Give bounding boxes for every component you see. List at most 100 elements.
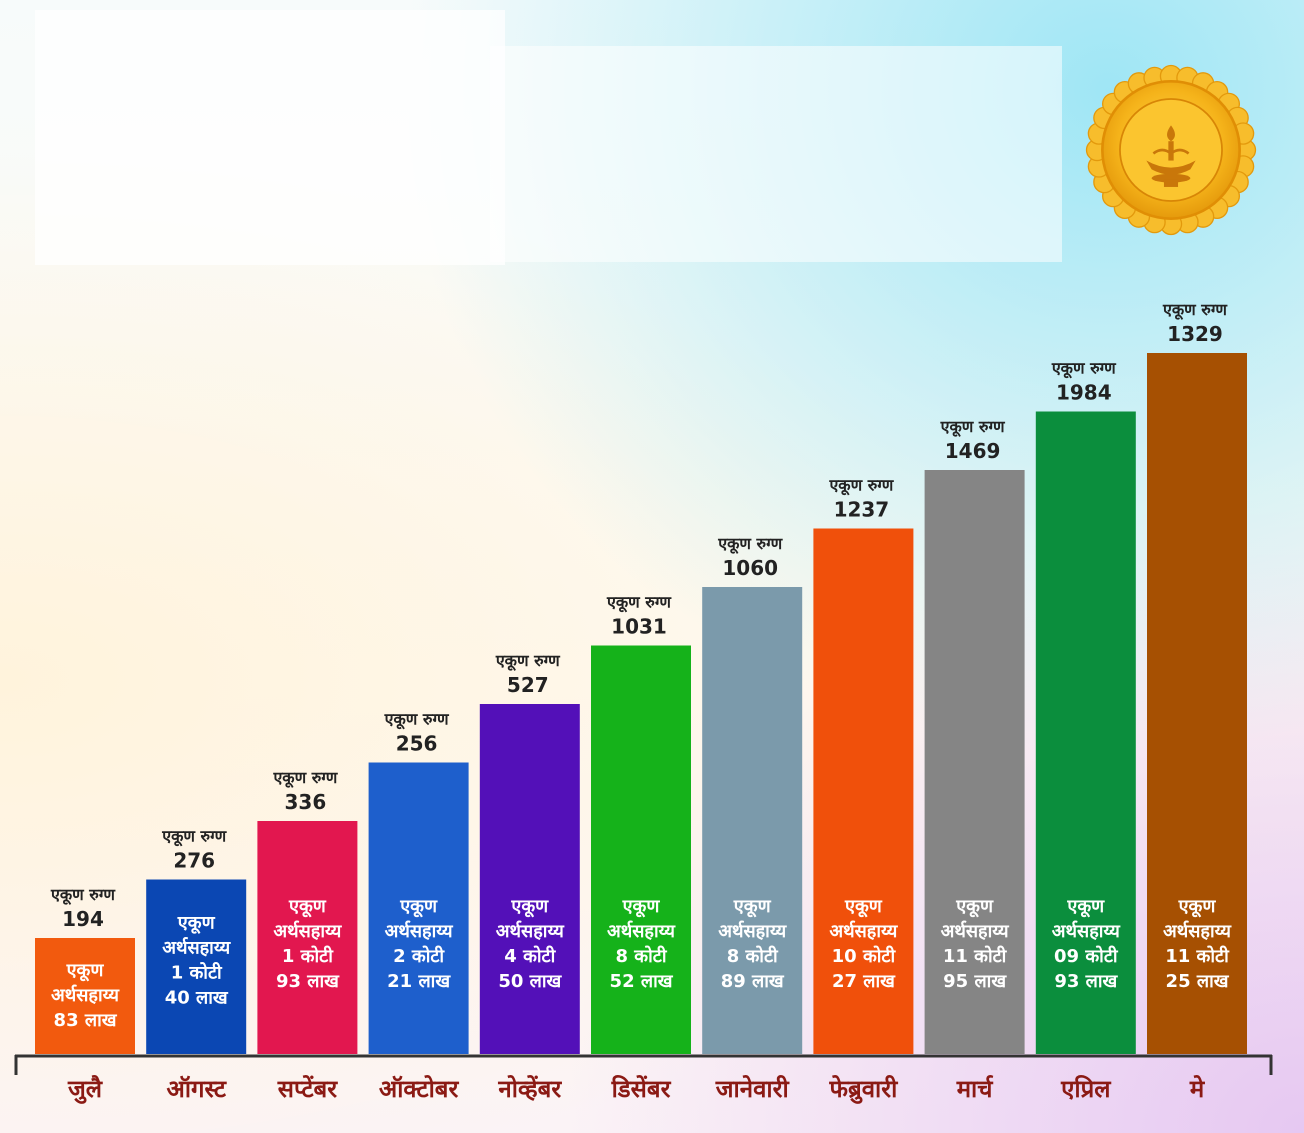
bar-aid-label: अर्थसहाय्य [607, 920, 677, 942]
x-tick-label: जानेवारी [715, 1075, 790, 1103]
x-tick-label: सप्टेंबर [277, 1075, 339, 1103]
bar [813, 528, 914, 1054]
bar-aid-label: अर्थसहाय्य [51, 984, 121, 1006]
x-tick-label: एप्रिल [1060, 1075, 1112, 1103]
bar-top-caption: एकूण रुग्ण [940, 417, 1006, 437]
bar-top-caption: एकूण रुग्ण [828, 476, 894, 496]
x-tick-label: मे [1189, 1075, 1206, 1103]
bar-aid-label: 25 लाख [1166, 971, 1230, 992]
bar-value-label: 1984 [1056, 381, 1112, 405]
bar [591, 645, 691, 1054]
bar-aid-label: एकूण [177, 913, 216, 935]
bar-top-caption: एकूण रुग्ण [717, 534, 783, 554]
bar-value-label: 276 [173, 849, 215, 873]
bar-value-label: 194 [62, 907, 104, 931]
bar-value-label: 527 [507, 673, 549, 697]
bar [924, 470, 1025, 1054]
bar-aid-label: अर्थसहाय्य [385, 920, 455, 942]
bar-aid-label: एकूण [622, 896, 661, 918]
bar-value-label: 1469 [945, 439, 1001, 463]
bar [146, 879, 247, 1054]
x-tick-label: जुलै [67, 1075, 104, 1104]
bar-aid-label: एकूण [844, 896, 883, 918]
bar-aid-label: 11 कोटी [1165, 945, 1230, 967]
bar-aid-label: अर्थसहाय्य [1163, 920, 1233, 942]
bar-value-label: 336 [285, 790, 327, 814]
bar [479, 704, 580, 1054]
bar-top-caption: एकूण रुग्ण [495, 651, 561, 671]
bar-top-caption: एकूण रुग्ण [384, 710, 450, 730]
bar [1035, 411, 1136, 1054]
bar-aid-label: 10 कोटी [832, 945, 897, 967]
bar-aid-label: 89 लाख [721, 971, 785, 992]
bar-top-caption: एकूण रुग्ण [50, 885, 116, 905]
x-tick-label: डिसेंबर [611, 1075, 672, 1103]
bar-aid-label: 4 कोटी [504, 945, 556, 967]
bar [1147, 353, 1247, 1054]
x-tick-label: नोव्हेंबर [497, 1075, 562, 1103]
bar-aid-label: 11 कोटी [943, 945, 1008, 967]
bar-aid-label: एकूण [288, 896, 327, 918]
x-tick-label: मार्च [956, 1075, 995, 1103]
bar-aid-label: 40 लाख [165, 988, 229, 1009]
bar-aid-label: अर्थसहाय्य [496, 920, 566, 942]
bar-aid-label: अर्थसहाय्य [162, 937, 232, 959]
x-tick-label: ऑगस्ट [166, 1075, 226, 1103]
bar-top-caption: एकूण रुग्ण [1162, 300, 1228, 320]
bar-aid-label: 21 लाख [387, 971, 451, 992]
bar-aid-label: 09 कोटी [1054, 945, 1119, 967]
bar-aid-label: 83 लाख [54, 1010, 118, 1031]
bar-aid-label: अर्थसहाय्य [718, 920, 788, 942]
maharashtra-seal-icon [1085, 64, 1257, 236]
bar-aid-label: एकूण [66, 960, 105, 982]
bar-aid-label: अर्थसहाय्य [829, 920, 899, 942]
bar-aid-label: 93 लाख [276, 971, 340, 992]
bar-aid-label: 95 लाख [943, 971, 1007, 992]
bar-aid-label: एकूण [955, 896, 994, 918]
x-tick-label: ऑक्टोबर [379, 1075, 460, 1103]
bar-value-label: 1060 [722, 556, 778, 580]
bar-aid-label: 27 लाख [832, 971, 896, 992]
bar-aid-label: अर्थसहाय्य [1052, 920, 1122, 942]
bar-aid-label: 8 कोटी [727, 945, 779, 967]
bar-aid-label: एकूण [733, 896, 772, 918]
blank-white-panel-right [490, 46, 1062, 262]
bar-aid-label: 52 लाख [610, 971, 674, 992]
x-tick-label: फेब्रुवारी [828, 1075, 898, 1104]
bar [368, 762, 469, 1054]
bar-top-caption: एकूण रुग्ण [1051, 359, 1117, 379]
bar [702, 587, 803, 1054]
bar-aid-label: 1 कोटी [282, 945, 334, 967]
bar-top-caption: एकूण रुग्ण [272, 768, 338, 788]
bar-aid-label: अर्थसहाय्य [273, 920, 343, 942]
bar [257, 821, 358, 1054]
bar-aid-label: 93 लाख [1054, 971, 1118, 992]
bar-value-label: 1031 [611, 615, 667, 639]
blank-white-panel-left [35, 10, 505, 265]
bar-aid-label: 2 कोटी [393, 945, 445, 967]
bar-aid-label: एकूण [1066, 896, 1105, 918]
bar-value-label: 1329 [1167, 322, 1223, 346]
bar [35, 938, 135, 1054]
bar-aid-label: 50 लाख [498, 971, 562, 992]
bar-aid-label: एकूण [510, 896, 549, 918]
bar-value-label: 1237 [834, 498, 890, 522]
bar-value-label: 256 [396, 732, 438, 756]
bar-aid-label: अर्थसहाय्य [941, 920, 1011, 942]
bar-aid-label: 8 कोटी [615, 945, 667, 967]
bar-aid-label: एकूण [1178, 896, 1217, 918]
bar-aid-label: एकूण [399, 896, 438, 918]
bar-aid-label: 1 कोटी [171, 962, 223, 984]
bar-top-caption: एकूण रुग्ण [161, 827, 227, 847]
bar-top-caption: एकूण रुग्ण [606, 593, 672, 613]
